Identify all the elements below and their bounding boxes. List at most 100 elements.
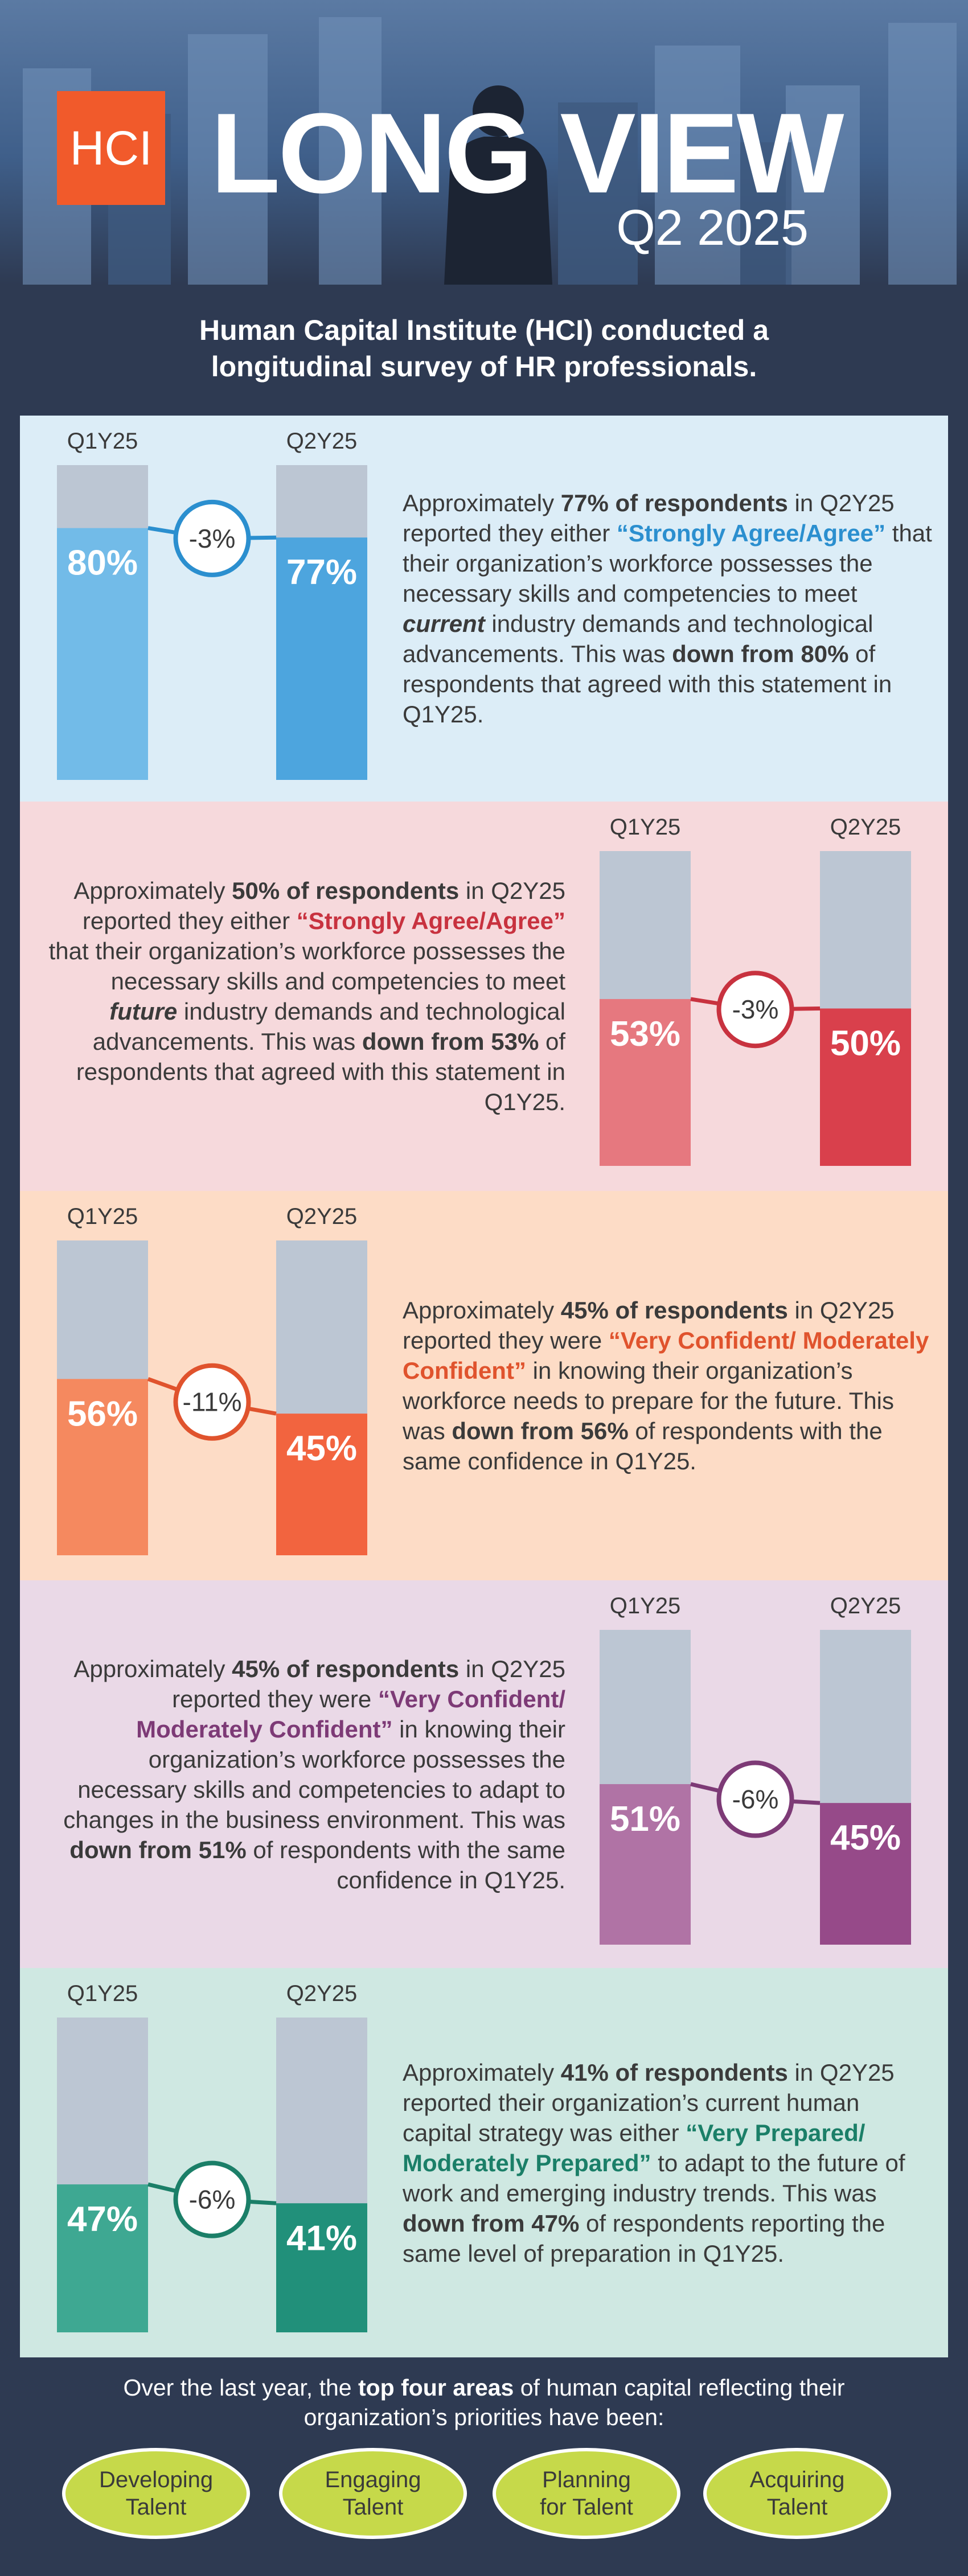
bar <box>57 528 148 780</box>
text-segment: “Strongly Agree/Agree” <box>296 907 565 934</box>
subtitle: Q2 2025 <box>616 199 809 256</box>
text-segment: of respondents with the same confidence … <box>246 1836 565 1893</box>
text-segment: of respondents with the same confidence … <box>403 1418 883 1474</box>
change-label: -3% <box>732 995 779 1024</box>
text-segment: that their organization’s workforce poss… <box>48 938 565 995</box>
bar-chart: Q1Y25 51% Q2Y25 45% -6% <box>600 1593 911 1945</box>
text-segment: of respondents that agreed with this sta… <box>403 640 892 728</box>
text-segment: Approximately <box>73 877 232 904</box>
panel: Q1Y25 56% Q2Y25 45% -11% Approximately 45% of… <box>20 1191 948 1580</box>
category-label: Q1Y25 <box>67 1204 138 1229</box>
value-label: 77% <box>286 553 357 592</box>
text-segment: Approximately <box>403 1297 561 1324</box>
priority-oval: Acquiring Talent <box>703 2448 891 2539</box>
bar-chart: Q1Y25 53% Q2Y25 50% -3% <box>600 815 911 1166</box>
text-segment: of human capital reflecting their organi… <box>303 2374 845 2430</box>
priority-oval: Engaging Talent <box>279 2448 467 2539</box>
value-label: 56% <box>67 1394 138 1433</box>
text-segment: down from 56% <box>452 1418 629 1444</box>
category-label: Q1Y25 <box>67 429 138 454</box>
footer-text: Over the last year, the top four areas o… <box>85 2373 883 2432</box>
panel: Q1Y25 53% Q2Y25 50% -3% Approximately 50% of … <box>20 802 948 1191</box>
bar <box>600 1784 691 1945</box>
bar <box>276 1414 367 1555</box>
text-segment: Approximately <box>403 490 561 516</box>
text-segment: in Q2Y25 reported they were <box>403 1297 895 1354</box>
text-segment: “Strongly Agree/Agree” <box>616 520 886 547</box>
bar <box>600 999 691 1166</box>
bar <box>820 1803 911 1945</box>
text-segment: of respondents that agreed with this sta… <box>76 1028 565 1115</box>
panel: Q1Y25 80% Q2Y25 77% -3% Approximately 77% of … <box>20 416 948 802</box>
text-segment: that their organization’s workforce poss… <box>403 520 932 607</box>
text-segment: in knowing their organization’s workforc… <box>403 1357 895 1444</box>
value-label: 53% <box>610 1014 680 1054</box>
priority-oval: Planning for Talent <box>493 2448 680 2539</box>
category-label: Q2Y25 <box>286 429 358 454</box>
text-segment: down from 51% <box>69 1836 247 1863</box>
text-segment: 45% of respondents <box>232 1655 460 1682</box>
change-badge <box>716 1760 794 1838</box>
text-segment: “Very Prepared/ Moderately Prepared” <box>403 2119 866 2176</box>
description: Approximately 45% of respondents in Q2Y2… <box>43 1654 565 1895</box>
text-segment: “Very Confident/ Moderately Confident” <box>403 1327 929 1384</box>
category-label: Q1Y25 <box>610 815 681 840</box>
change-badge <box>716 971 794 1049</box>
change-badge <box>173 2160 251 2238</box>
change-label: -11% <box>183 1387 242 1417</box>
panel: Q1Y25 47% Q2Y25 41% -6% Approximately 41% of … <box>20 1968 948 2357</box>
text-segment: Over the last year, the <box>123 2374 358 2401</box>
text-segment: in Q2Y25 reported they were <box>172 1655 565 1712</box>
text-segment: down from 80% <box>672 640 849 667</box>
bar-chart: Q1Y25 56% Q2Y25 45% -11% <box>57 1204 367 1555</box>
text-segment: in knowing their organization’s workforc… <box>63 1715 565 1833</box>
category-label: Q2Y25 <box>830 1593 901 1618</box>
value-label: 51% <box>610 1799 680 1839</box>
text-segment: industry demands and technological advan… <box>403 610 873 667</box>
change-label: -6% <box>189 2185 236 2215</box>
value-label: 41% <box>286 2218 357 2258</box>
value-label: 47% <box>67 2200 138 2239</box>
bar <box>820 1008 911 1166</box>
description: Approximately 50% of respondents in Q2Y2… <box>43 876 565 1117</box>
text-segment: in Q2Y25 reported they either <box>82 877 565 934</box>
value-label: 50% <box>830 1024 901 1063</box>
category-label: Q1Y25 <box>610 1593 681 1618</box>
change-label: -6% <box>732 1785 779 1814</box>
text-segment: top four areas <box>358 2374 514 2401</box>
text-segment: 77% of respondents <box>560 490 788 516</box>
text-segment: Approximately <box>403 2059 561 2086</box>
bar <box>276 2203 367 2332</box>
category-label: Q2Y25 <box>830 815 901 840</box>
text-segment: current <box>403 610 485 637</box>
value-label: 45% <box>286 1429 357 1468</box>
text-segment: in Q2Y25 reported they either <box>403 490 895 547</box>
bar-chart: Q1Y25 80% Q2Y25 77% -3% <box>57 429 367 780</box>
text-segment: industry demands and technological advan… <box>92 998 565 1055</box>
change-label: -3% <box>189 524 236 553</box>
intro: Human Capital Institute (HCI) conducted … <box>199 314 769 383</box>
text-segment: down from 47% <box>403 2209 580 2237</box>
value-label: 80% <box>67 544 138 583</box>
header: HCI LONG VIEW Q2 2025 <box>0 0 968 285</box>
description: Approximately 45% of respondents in Q2Y2… <box>403 1295 932 1476</box>
logo: HCI <box>57 91 165 205</box>
text-segment: to adapt to the future of work and emerg… <box>403 2149 905 2207</box>
change-badge <box>173 499 251 577</box>
text-segment: 41% of respondents <box>560 2059 788 2086</box>
value-label: 45% <box>830 1818 901 1858</box>
text-segment: future <box>109 998 178 1025</box>
title: LONG VIEW <box>211 90 844 217</box>
text-segment: 50% of respondents <box>232 877 460 904</box>
text-segment: of respondents reporting the same level … <box>403 2209 885 2267</box>
bar <box>57 1379 148 1555</box>
bar-chart: Q1Y25 47% Q2Y25 41% -6% <box>57 1981 367 2332</box>
description: Approximately 41% of respondents in Q2Y2… <box>403 2057 932 2269</box>
category-label: Q2Y25 <box>286 1204 358 1229</box>
text-segment: Approximately <box>73 1655 232 1682</box>
bar <box>276 537 367 780</box>
priority-oval: Developing Talent <box>62 2448 250 2539</box>
text-segment: in Q2Y25 reported their organization’s c… <box>403 2059 895 2146</box>
skyline <box>23 17 957 285</box>
